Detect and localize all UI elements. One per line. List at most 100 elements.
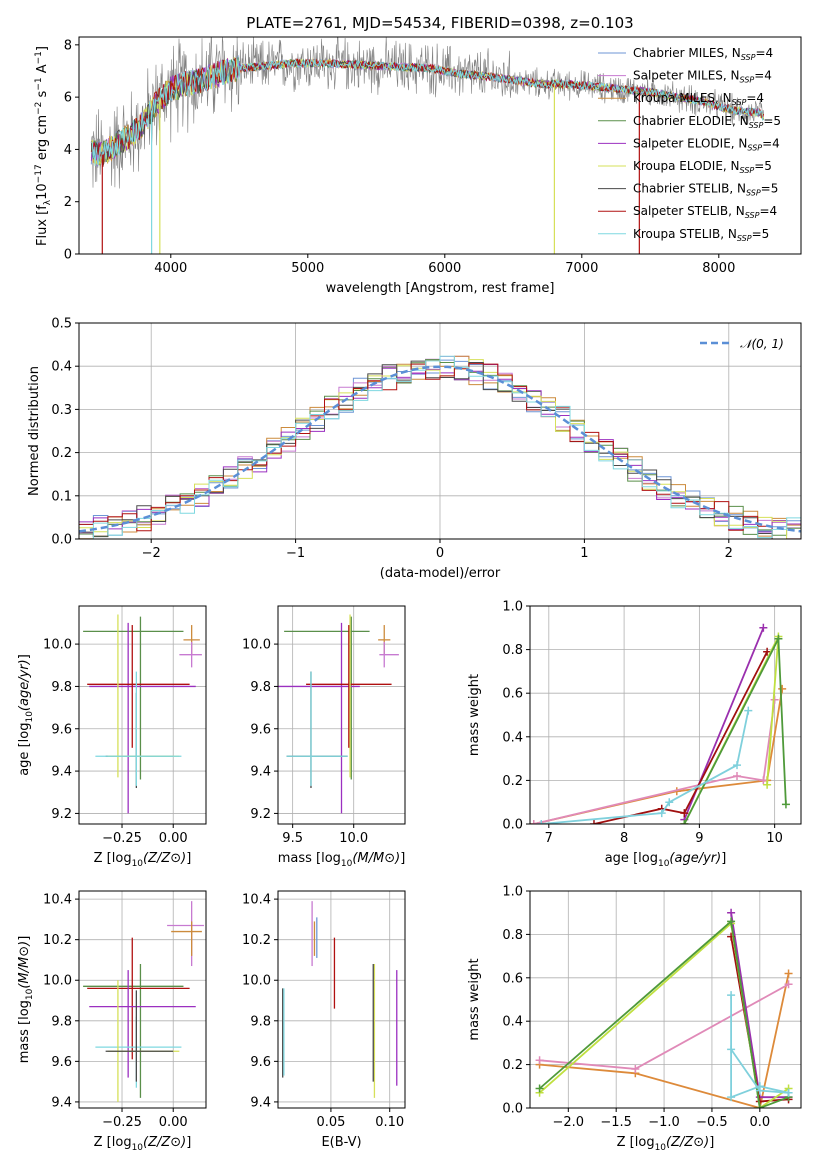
x-tick-label: 7000 xyxy=(565,261,598,276)
y-tick-label: 10.4 xyxy=(242,893,271,908)
observed-spectrum-line xyxy=(91,37,764,189)
x-tick-label: 4000 xyxy=(154,261,187,276)
y-tick-label: 0 xyxy=(64,248,72,263)
weight-marker xyxy=(755,1104,764,1108)
legend: 𝒩(0, 1) xyxy=(700,337,784,351)
errorbar-point xyxy=(278,622,360,814)
weight-marker xyxy=(589,820,598,824)
y-tick-label: 0.5 xyxy=(51,317,72,332)
y-axis-label: mass weight xyxy=(467,958,482,1040)
y-tick-label: 9.6 xyxy=(51,1055,72,1070)
y-axis-label: Flux [fλ10−17 erg cm−2 s−1 A−1] xyxy=(34,46,53,246)
y-tick-label: 10.2 xyxy=(242,933,271,948)
plot-area-residuals xyxy=(79,355,801,539)
weight-marker xyxy=(778,684,787,693)
weight-marker xyxy=(537,820,546,824)
weight-marker xyxy=(784,980,793,989)
x-tick-label: −0.5 xyxy=(696,1115,728,1130)
y-tick-label: 9.4 xyxy=(250,765,271,780)
weight-series-line xyxy=(539,973,790,1108)
errorbar-point xyxy=(284,616,370,780)
weight-marker xyxy=(530,820,538,824)
chart-layer: 4000 5000 6000 7000 8000 0 2 4 6 8 wavelength [Ang… xyxy=(17,36,802,1153)
x-tick-label: 0.00 xyxy=(159,831,188,846)
x-tick-label: −1 xyxy=(286,546,305,561)
weight-marker xyxy=(727,991,736,1000)
legend-entry: Kroupa MILES, NSSP=4 xyxy=(633,91,764,107)
y-tick-label: 9.6 xyxy=(250,1055,271,1070)
errorbar-point xyxy=(286,671,348,789)
errorbar-point xyxy=(83,616,184,780)
axes-frame xyxy=(277,890,406,1109)
plot-area-mass_age xyxy=(278,614,399,814)
x-tick-label: −2 xyxy=(142,546,161,561)
y-tick-label: 9.8 xyxy=(51,1014,72,1029)
x-axis-label: (data-model)/error xyxy=(380,566,501,581)
y-tick-label: 10.0 xyxy=(242,974,271,989)
x-axis-label: wavelength [Angstrom, rest frame] xyxy=(326,281,555,296)
x-tick-label: 1 xyxy=(580,546,588,561)
x-tick-label: 0.0 xyxy=(749,1115,770,1130)
figure-title: PLATE=2761, MJD=54534, FIBERID=0398, z=0… xyxy=(246,14,633,32)
errorbar-point xyxy=(95,671,182,786)
y-tick-label: 9.4 xyxy=(51,765,72,780)
x-tick-label: 6000 xyxy=(428,261,461,276)
errorbar-point xyxy=(379,641,399,668)
x-tick-label: −0.25 xyxy=(102,1115,142,1130)
weight-marker xyxy=(759,776,768,785)
model-line-chabrier-stelib xyxy=(90,58,764,167)
axes-frame xyxy=(78,605,207,825)
y-tick-label: 0.8 xyxy=(502,643,523,658)
x-axis-label: Z [log10(Z/Z⊙)] xyxy=(94,1135,192,1153)
y-tick-label: 9.6 xyxy=(250,722,271,737)
y-tick-label: 9.2 xyxy=(51,807,72,822)
legend-entry: Salpeter MILES, NSSP=4 xyxy=(633,69,772,85)
x-tick-label: 10 xyxy=(766,831,783,846)
legend-entry: 𝒩(0, 1) xyxy=(740,337,784,351)
histogram-kroupa-stelib xyxy=(79,355,801,539)
weight-series-line xyxy=(533,699,776,824)
y-tick-label: 10.0 xyxy=(242,638,271,653)
y-tick-label: 10.0 xyxy=(43,638,72,653)
legend-entry: Kroupa STELIB, NSSP=5 xyxy=(633,227,769,243)
y-tick-label: 0.6 xyxy=(502,971,523,986)
y-tick-label: 0.4 xyxy=(502,1015,523,1030)
x-tick-label: −1.0 xyxy=(648,1115,680,1130)
weight-marker xyxy=(784,1088,793,1097)
x-tick-label: 9 xyxy=(695,831,703,846)
y-tick-label: 4 xyxy=(64,143,72,158)
errorbar-point xyxy=(286,671,348,786)
x-tick-label: 0.10 xyxy=(375,1115,404,1130)
plot-area-ebv_mass xyxy=(282,901,398,1098)
panel-age_weight: 7 8 9 10 0.0 0.2 0.4 0.6 0.8 1.0 age [log10(age/yr… xyxy=(467,600,802,869)
plot-area-spectrum xyxy=(90,37,765,254)
y-tick-label: 0.4 xyxy=(502,730,523,745)
errorbar-point xyxy=(83,964,184,1098)
errorbar-point xyxy=(89,622,196,814)
weight-marker xyxy=(733,761,742,770)
y-axis-label: mass [log10(M/M⊙)] xyxy=(17,936,35,1064)
errorbar-point xyxy=(107,614,180,778)
y-tick-label: 6 xyxy=(64,91,72,106)
histogram-salpeter-stelib xyxy=(79,363,801,539)
y-tick-label: 0.6 xyxy=(502,687,523,702)
plot-area-age_weight xyxy=(530,623,790,824)
y-tick-label: 9.4 xyxy=(250,1095,271,1110)
x-tick-label: 7 xyxy=(545,831,553,846)
weight-marker xyxy=(665,798,674,807)
y-tick-label: 0.3 xyxy=(51,403,72,418)
panel-z_weight: −2.0 −1.5 −1.0 −0.5 0.0 0.0 0.2 0.4 0.6 0.8 1.0 Z [… xyxy=(467,885,802,1153)
y-tick-label: 9.8 xyxy=(51,680,72,695)
weight-series-line xyxy=(533,688,784,824)
y-tick-label: 10.2 xyxy=(43,933,72,948)
x-tick-label: −1.5 xyxy=(600,1115,632,1130)
errorbar-point xyxy=(105,990,174,1082)
axes-frame xyxy=(277,605,406,825)
errorbar-point xyxy=(87,625,190,748)
histogram-kroupa-miles xyxy=(79,355,801,539)
panel-ebv_mass: 0.05 0.10 9.4 9.6 9.8 10.0 10.2 10.4 E(B-V) xyxy=(242,890,406,1150)
y-tick-label: 0.8 xyxy=(502,928,523,943)
x-axis-label: age [log10(age/yr)] xyxy=(605,851,727,869)
y-tick-label: 1.0 xyxy=(502,885,523,900)
